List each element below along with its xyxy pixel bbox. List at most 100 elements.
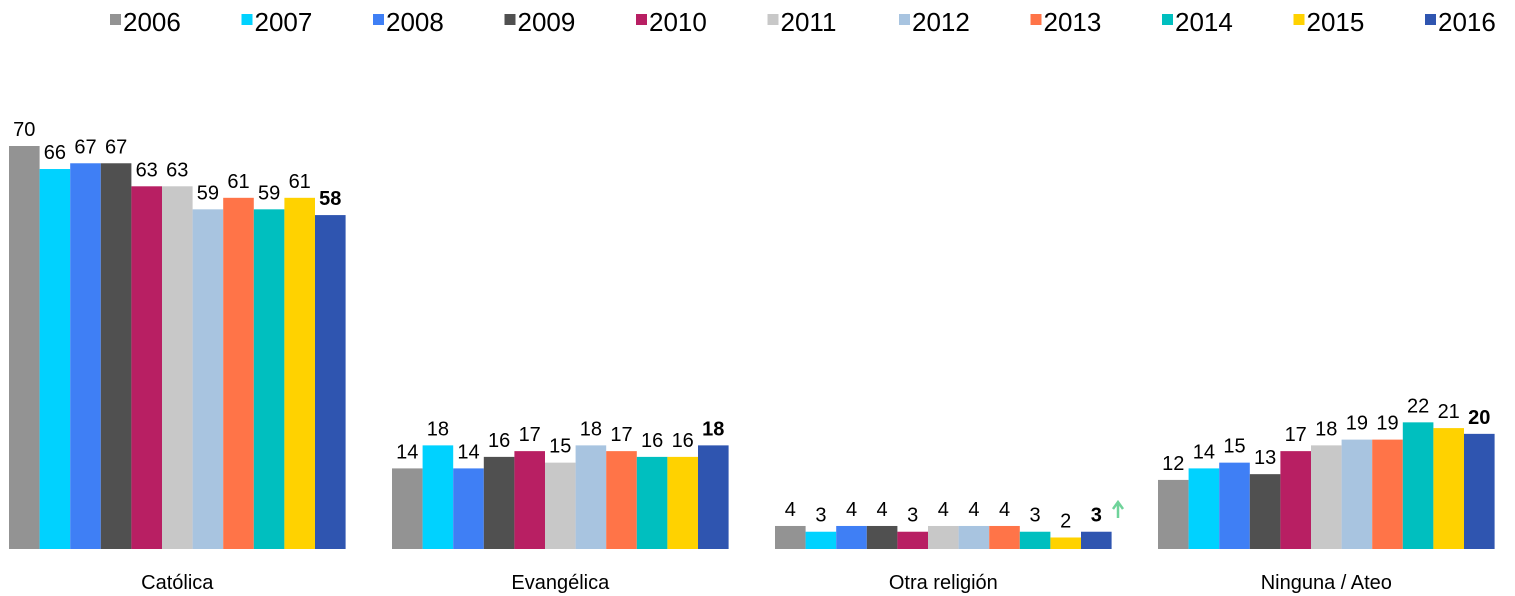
legend-label: 2016 xyxy=(1438,7,1496,37)
bar xyxy=(315,215,346,550)
legend-label: 2013 xyxy=(1044,7,1102,37)
legend-label: 2014 xyxy=(1175,7,1233,37)
bar xyxy=(192,209,224,550)
bar xyxy=(1050,537,1081,549)
bar xyxy=(698,445,729,549)
value-label: 16 xyxy=(672,430,694,452)
value-label: 16 xyxy=(488,430,510,452)
legend-label: 2007 xyxy=(255,7,313,37)
bar xyxy=(1464,433,1495,549)
value-label: 14 xyxy=(396,441,418,463)
bar xyxy=(606,451,637,549)
legend-swatch xyxy=(1162,14,1173,25)
bar xyxy=(1311,445,1342,549)
bar xyxy=(1433,428,1464,549)
x-tick-label: Otra religión xyxy=(889,572,998,594)
legend-swatch xyxy=(373,14,384,25)
legend-label: 2012 xyxy=(912,7,970,37)
value-label: 16 xyxy=(641,430,663,452)
bar xyxy=(1158,479,1189,549)
bar xyxy=(636,456,668,549)
value-label: 4 xyxy=(877,499,888,521)
bar xyxy=(253,209,285,550)
value-label: 17 xyxy=(1285,424,1307,446)
bar xyxy=(483,456,515,549)
value-label: 18 xyxy=(702,418,724,440)
value-label: 66 xyxy=(44,142,66,164)
value-label: 3 xyxy=(1091,505,1102,527)
value-label: 15 xyxy=(549,436,571,458)
bar xyxy=(1372,439,1403,549)
legend-label: 2006 xyxy=(123,7,181,37)
value-label: 61 xyxy=(289,171,311,193)
bar xyxy=(958,525,990,549)
bar xyxy=(897,531,928,549)
bar xyxy=(928,525,959,549)
legend-swatch xyxy=(1425,14,1436,25)
bar xyxy=(1188,468,1220,549)
legend-label: 2009 xyxy=(518,7,576,37)
bar xyxy=(284,197,315,550)
up-arrow xyxy=(1111,499,1125,518)
bar xyxy=(1219,462,1250,549)
value-label: 63 xyxy=(136,159,158,181)
legend-label: 2015 xyxy=(1307,7,1365,37)
legend-swatch xyxy=(241,14,253,25)
value-label: 4 xyxy=(785,499,796,521)
value-label: 18 xyxy=(580,418,602,440)
bar xyxy=(9,146,40,549)
value-label: 59 xyxy=(197,182,219,204)
value-label: 20 xyxy=(1468,407,1490,429)
value-label: 18 xyxy=(427,418,449,440)
bar xyxy=(514,451,545,549)
value-label: 3 xyxy=(907,505,918,527)
bar xyxy=(1249,474,1281,549)
value-label: 58 xyxy=(319,188,341,210)
value-label: 14 xyxy=(1193,441,1215,463)
x-tick-label: Católica xyxy=(141,572,214,594)
value-label: 14 xyxy=(457,441,479,463)
value-label: 67 xyxy=(105,136,127,158)
value-label: 22 xyxy=(1407,395,1429,417)
x-tick-label: Evangélica xyxy=(511,572,610,594)
bar xyxy=(70,163,101,549)
bar xyxy=(1019,531,1051,549)
value-label: 4 xyxy=(938,499,949,521)
value-label: 21 xyxy=(1438,401,1460,423)
value-label: 12 xyxy=(1162,453,1184,475)
value-label: 67 xyxy=(74,136,96,158)
bar xyxy=(223,197,254,550)
bar xyxy=(131,186,162,550)
legend-swatch xyxy=(636,14,647,25)
value-label: 63 xyxy=(166,159,188,181)
x-tick-label: Ninguna / Ateo xyxy=(1261,572,1392,594)
value-label: 59 xyxy=(258,182,280,204)
bar xyxy=(545,462,576,549)
legend-swatch xyxy=(1030,14,1042,25)
legend-swatch xyxy=(504,14,516,25)
legend-label: 2010 xyxy=(649,7,707,37)
bar xyxy=(866,525,898,549)
legend-swatch xyxy=(110,14,121,25)
bar xyxy=(392,468,423,549)
value-label: 2 xyxy=(1060,510,1071,532)
bar xyxy=(775,525,806,549)
value-label: 19 xyxy=(1376,413,1398,435)
value-label: 3 xyxy=(1030,505,1041,527)
legend-swatch xyxy=(899,14,910,25)
value-label: 4 xyxy=(846,499,857,521)
bar xyxy=(1402,422,1434,549)
bar xyxy=(162,186,193,550)
legend-label: 2008 xyxy=(386,7,444,37)
bar xyxy=(805,531,837,549)
value-label: 4 xyxy=(968,499,979,521)
value-label: 61 xyxy=(227,171,249,193)
value-label: 19 xyxy=(1346,413,1368,435)
legend-label: 2011 xyxy=(781,7,837,37)
bar xyxy=(39,169,71,549)
value-label: 70 xyxy=(13,119,35,141)
value-label: 17 xyxy=(519,424,541,446)
value-label: 15 xyxy=(1223,436,1245,458)
bar xyxy=(836,525,867,549)
